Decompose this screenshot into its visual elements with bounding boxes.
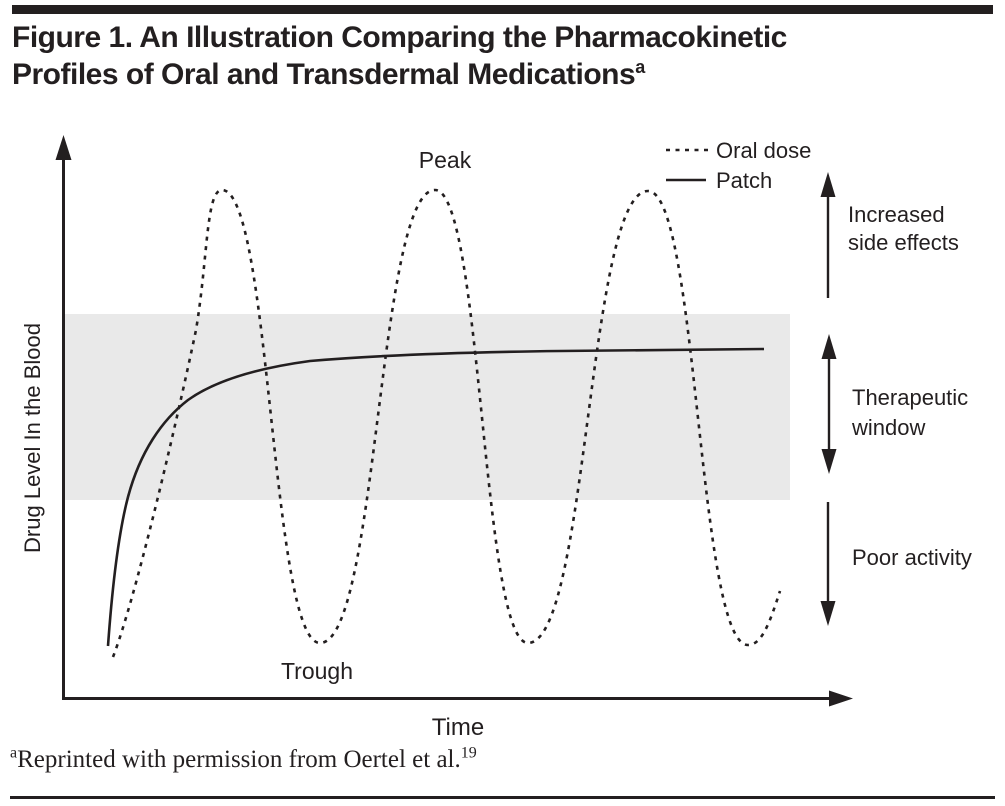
x-axis-label: Time (432, 714, 484, 741)
poor-activity-label: Poor activity (852, 545, 972, 570)
increased-side-effects-annotation: Increased side effects (820, 172, 959, 298)
legend-patch-label: Patch (716, 168, 772, 193)
title-footnote-marker: a (635, 57, 645, 77)
footnote-text: Reprinted with permission from Oertel et… (17, 746, 461, 773)
chart-legend: Oral dose Patch (666, 138, 811, 193)
up-arrowhead-icon (820, 172, 836, 197)
footnote-marker: a (10, 744, 18, 762)
poor-activity-annotation: Poor activity (820, 502, 972, 626)
therapeutic-window-label-line2: window (851, 415, 925, 440)
increased-side-effects-label-line1: Increased (848, 202, 945, 227)
trough-label: Trough (281, 658, 353, 684)
x-axis-arrowhead-icon (829, 690, 853, 707)
therapeutic-window-label-line1: Therapeutic (852, 385, 968, 410)
therapeutic-window-annotation: Therapeutic window (821, 334, 968, 474)
double-arrow-bottom-head-icon (821, 449, 837, 474)
y-axis-arrowhead-icon (55, 135, 72, 160)
double-arrow-top-head-icon (821, 334, 837, 359)
figure-title-line1: Figure 1. An Illustration Comparing the … (12, 21, 787, 54)
increased-side-effects-label-line2: side effects (848, 230, 959, 255)
therapeutic-window-band (65, 314, 790, 500)
footnote-reference-number: 19 (460, 744, 477, 762)
patch-curve (106, 347, 765, 647)
figure-title: Figure 1. An Illustration Comparing the … (12, 19, 992, 93)
legend-oral-dose-label: Oral dose (716, 138, 811, 163)
top-rule-bar (12, 5, 993, 14)
oral-dose-curve (111, 188, 782, 658)
bottom-rule-bar (10, 796, 995, 799)
y-axis-label: Drug Level In the Blood (20, 323, 45, 553)
down-arrowhead-icon (820, 601, 836, 626)
peak-label: Peak (419, 147, 472, 173)
figure-footnote: aReprinted with permission from Oertel e… (10, 744, 990, 774)
figure-title-line2: Profiles of Oral and Transdermal Medicat… (12, 57, 645, 91)
